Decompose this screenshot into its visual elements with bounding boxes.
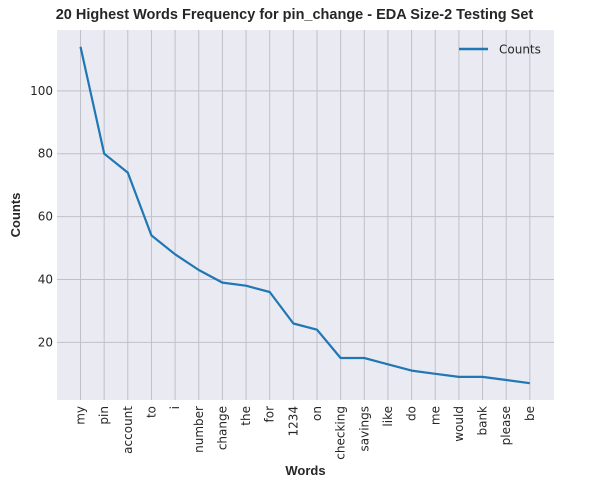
series-line-counts <box>79 46 530 385</box>
y-axis-label: Counts <box>8 193 23 238</box>
y-tick-labels: 20 40 60 80 100 <box>30 84 53 349</box>
x-tick-label: on <box>310 406 324 421</box>
y-tick-label: 100 <box>30 84 53 98</box>
x-tick-label: bank <box>476 406 490 436</box>
x-tick-label: be <box>523 406 537 421</box>
x-gridlines <box>80 30 531 400</box>
x-tick-label: change <box>215 406 229 450</box>
x-tick-label: account <box>121 406 135 454</box>
x-tick-label: do <box>405 406 419 421</box>
x-tick-label: checking <box>334 406 348 460</box>
legend: Counts <box>459 43 541 57</box>
x-tick-label: would <box>452 406 466 442</box>
y-tick-label: 40 <box>38 272 53 286</box>
x-tick-label: to <box>144 406 158 418</box>
x-tick-label: i <box>168 406 182 409</box>
y-tick-label: 80 <box>38 147 53 161</box>
y-gridlines <box>57 90 554 343</box>
plot-area <box>57 30 554 400</box>
y-tick-label: 20 <box>38 335 53 349</box>
chart-title: 20 Highest Words Frequency for pin_chang… <box>55 7 534 23</box>
x-tick-label: savings <box>357 406 371 452</box>
x-tick-label: pin <box>97 406 111 425</box>
x-tick-labels: my pin account to i number change the for 1234 on c… <box>74 406 537 460</box>
x-tick-label: number <box>192 406 206 453</box>
x-axis-label: Words <box>285 463 325 478</box>
y-tick-label: 60 <box>38 210 53 224</box>
legend-label: Counts <box>499 43 541 57</box>
x-tick-label: me <box>428 406 442 425</box>
x-tick-label: please <box>499 406 513 445</box>
x-tick-label: my <box>74 406 88 425</box>
x-tick-label: like <box>381 406 395 427</box>
x-tick-label: 1234 <box>286 406 300 437</box>
x-tick-label: for <box>263 406 277 423</box>
x-tick-label: the <box>239 406 253 426</box>
